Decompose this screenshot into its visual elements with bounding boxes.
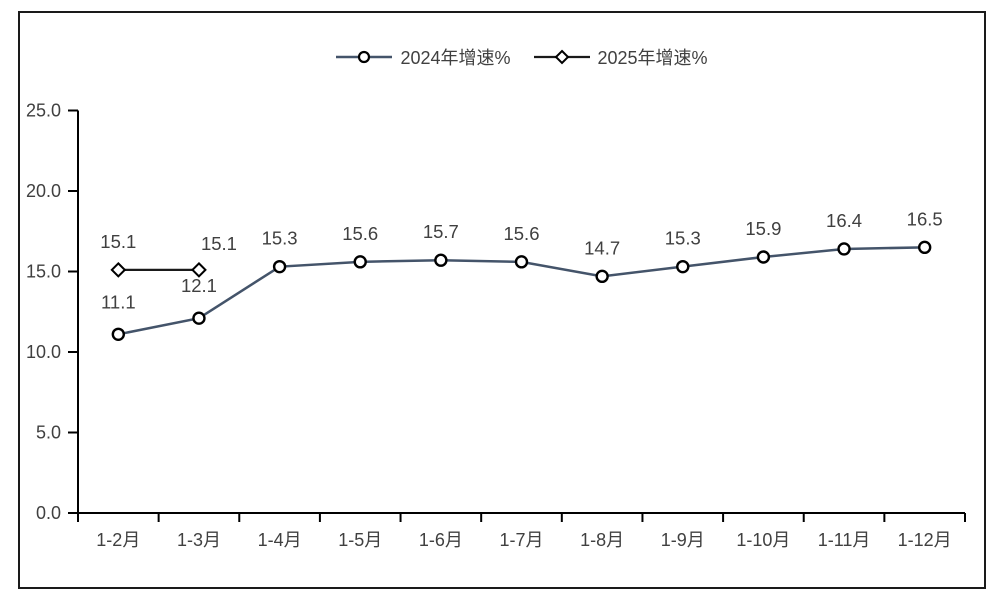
- x-axis-tick-label: 1-7月: [499, 530, 543, 550]
- data-point-marker-circle: [353, 255, 367, 269]
- data-point-marker-circle: [192, 311, 206, 325]
- x-axis-tick-label: 1-10月: [736, 530, 790, 550]
- x-axis-tick-label: 1-2月: [96, 530, 140, 550]
- data-label: 15.3: [665, 228, 701, 249]
- data-label: 15.1: [100, 231, 136, 252]
- y-axis-tick-label: 25.0: [26, 101, 61, 121]
- data-label: 15.6: [342, 223, 378, 244]
- x-axis-tick-label: 1-8月: [580, 530, 624, 550]
- data-point-marker-circle: [514, 255, 529, 269]
- y-axis-tick-label: 10.0: [26, 342, 61, 362]
- legend-circle-marker: [358, 50, 371, 64]
- data-point-marker-circle: [756, 250, 771, 264]
- data-point-marker-diamond: [191, 261, 207, 278]
- y-axis-tick-label: 5.0: [36, 423, 61, 443]
- data-label: 15.1: [201, 233, 237, 254]
- data-point-marker-circle: [111, 327, 126, 341]
- x-axis-tick-label: 1-9月: [661, 530, 705, 550]
- data-point-marker-circle: [595, 269, 609, 284]
- line-circle-marker-icon: [336, 50, 393, 64]
- data-point-marker-circle: [837, 242, 851, 256]
- data-label: 15.3: [262, 228, 298, 249]
- data-label: 14.7: [584, 237, 620, 258]
- legend-entry-2025: 2025年增速%: [533, 44, 708, 70]
- legend-label-2025: 2025年增速%: [597, 48, 708, 68]
- data-label: 16.5: [907, 208, 943, 229]
- y-axis-tick-label: 0.0: [36, 503, 61, 523]
- data-label: 12.1: [181, 275, 217, 296]
- x-axis-tick-label: 1-11月: [818, 530, 871, 550]
- data-point-marker-circle: [676, 259, 690, 274]
- x-axis-tick-label: 1-6月: [419, 530, 463, 550]
- chart-border-frame: [18, 11, 986, 589]
- x-axis-tick-label: 1-5月: [338, 530, 382, 550]
- data-label: 15.7: [423, 221, 459, 242]
- data-label: 15.9: [745, 218, 781, 239]
- x-axis-tick-label: 1-4月: [258, 530, 302, 550]
- y-axis-tick-label: 20.0: [26, 181, 61, 201]
- data-point-marker-circle: [434, 253, 448, 267]
- x-axis-tick-label: 1-3月: [177, 530, 221, 550]
- legend-entry-2024: 2024年增速%: [335, 44, 511, 70]
- y-axis-tick-label: 15.0: [26, 262, 61, 282]
- data-label: 11.1: [101, 291, 136, 312]
- data-point-marker-circle: [272, 259, 287, 274]
- chart-legend: 2024年增速% 2025年增速%: [78, 44, 965, 70]
- line-diamond-marker-icon: [533, 49, 590, 65]
- data-label: 16.4: [826, 210, 862, 231]
- x-axis-tick-label: 1-12月: [898, 530, 952, 550]
- data-point-marker-circle: [917, 240, 932, 255]
- legend-label-2024: 2024年增速%: [400, 48, 511, 68]
- data-point-marker-diamond: [110, 261, 127, 278]
- data-label: 15.6: [503, 223, 539, 244]
- legend-diamond-marker: [554, 49, 569, 65]
